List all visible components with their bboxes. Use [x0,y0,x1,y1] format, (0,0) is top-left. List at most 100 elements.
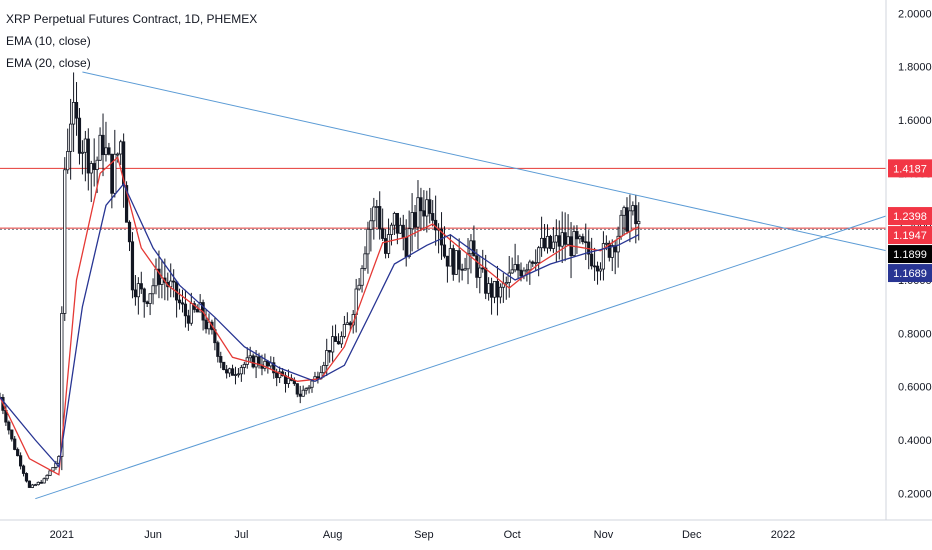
candle-body [298,393,302,397]
candle-body [507,272,511,283]
candle-body [263,360,267,369]
x-tick-label: Sep [414,529,434,541]
candle-body [637,220,641,225]
ema-20-line[interactable] [0,182,639,469]
candle-body [227,368,232,374]
price-badge-label: 1.4187 [893,163,927,175]
candle-body [360,268,364,286]
candle-body [142,288,146,303]
candle-body [528,261,532,271]
candle-body [342,324,346,337]
candle-body [366,228,370,255]
candle-body [551,241,555,249]
candle-body [348,322,352,326]
candle-body [148,293,152,304]
candle-body [101,134,105,156]
candle-body [404,237,408,258]
candle-body [566,236,570,245]
price-badge [888,264,932,283]
candle-body [92,163,96,170]
candle-body [71,102,76,125]
candle-body [481,267,485,270]
candle-body [389,224,394,235]
candle-body [634,205,638,225]
candle-body [548,235,553,249]
candle-body [169,280,173,288]
candle-body [107,147,111,155]
time-axis[interactable]: 2021 Jun Jul Aug Sep Oct Nov Dec 2022 [0,519,932,541]
candle-body [466,253,470,270]
price-badge [888,245,932,264]
candle-body [139,283,143,290]
candle-body [581,236,585,243]
candle-body [222,361,226,371]
candle-body [183,303,188,317]
candle-body [172,280,176,283]
candle-body [27,480,32,488]
ema-slow-legend[interactable]: EMA (20, close) [6,56,91,70]
candle-body [540,237,544,249]
trendline-descending[interactable] [82,71,887,252]
candle-body [525,269,529,272]
ema-10-line[interactable] [0,156,640,476]
candle-body [407,228,411,258]
candle-body [198,302,202,313]
candle-body [484,267,488,294]
candle-body [457,250,461,270]
candle-body [607,242,611,258]
candle-body [195,309,199,313]
candle-body [422,210,426,217]
candle-body [21,465,26,474]
candle-body [492,281,497,298]
candle-body [124,185,129,223]
candle-body [628,210,632,232]
ema-fast-legend[interactable]: EMA (10, close) [6,34,91,48]
candle-body [381,228,385,239]
y-tick-label: 1.8000 [898,62,932,74]
candle-body [116,153,120,156]
y-tick-label: 0.4000 [898,435,932,447]
candle-body [454,250,458,275]
x-tick-label: Aug [323,529,343,541]
candle-body [584,241,588,244]
candle-body [413,212,417,228]
candle-body [225,369,229,374]
candle-body [7,421,11,431]
price-badge-label: 1.1899 [893,249,927,261]
candle-body [410,212,414,230]
candle-body [448,248,452,267]
price-badge [888,226,932,245]
candle-body [151,285,155,295]
candle-body [119,141,123,155]
candle-body [157,268,161,285]
price-badge-label: 1.1689 [893,268,927,280]
symbol-title[interactable]: XRP Perpetual Futures Contract, 1D, PHEM… [6,12,258,26]
candle-body [513,264,517,271]
candle-body [89,163,93,174]
candle-body [386,234,391,254]
x-tick-label: 2021 [50,529,74,541]
candle-body [563,232,567,245]
candle-body [510,269,514,274]
candle-body [592,265,597,268]
candle-body [233,374,238,376]
candle-body [63,169,67,314]
candle-body [619,214,623,237]
candle-body [489,283,494,298]
candle-body [369,220,373,230]
candle-body [469,240,473,255]
candle-body [395,212,399,234]
candle-body [595,265,600,272]
y-tick-label: 0.8000 [898,328,932,340]
candle-body [416,197,420,228]
candle-body [537,247,541,263]
candles-layer [0,72,641,489]
candle-body [95,159,99,170]
candle-body [48,470,52,476]
candle-body [230,368,235,376]
candle-body [251,355,255,368]
candle-body [372,206,376,222]
trendline-ascending[interactable] [35,215,887,500]
